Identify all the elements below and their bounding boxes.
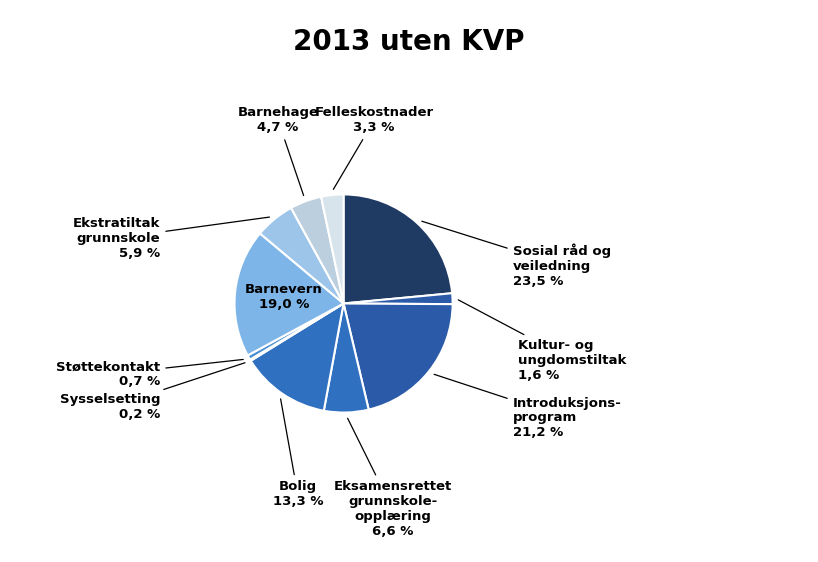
Text: Bolig
13,3 %: Bolig 13,3 % xyxy=(272,399,323,508)
Wedge shape xyxy=(344,303,452,410)
Text: Barnehage
4,7 %: Barnehage 4,7 % xyxy=(237,106,319,196)
Text: Kultur- og
ungdomstiltak
1,6 %: Kultur- og ungdomstiltak 1,6 % xyxy=(458,300,627,382)
Wedge shape xyxy=(344,194,452,303)
Text: Ekstratiltak
grunnskole
5,9 %: Ekstratiltak grunnskole 5,9 % xyxy=(73,216,269,260)
Wedge shape xyxy=(250,303,344,361)
Text: 2013 uten KVP: 2013 uten KVP xyxy=(293,28,525,56)
Wedge shape xyxy=(248,303,344,360)
Text: Eksamensrettet
grunnskole-
opplæring
6,6 %: Eksamensrettet grunnskole- opplæring 6,6… xyxy=(334,418,452,538)
Wedge shape xyxy=(235,233,344,355)
Text: Introduksjons-
program
21,2 %: Introduksjons- program 21,2 % xyxy=(434,374,622,439)
Wedge shape xyxy=(324,303,369,413)
Wedge shape xyxy=(260,208,344,303)
Text: Barnevern
19,0 %: Barnevern 19,0 % xyxy=(245,283,323,311)
Text: Sysselsetting
0,2 %: Sysselsetting 0,2 % xyxy=(60,362,245,421)
Wedge shape xyxy=(251,303,344,411)
Wedge shape xyxy=(344,293,452,304)
Text: Sosial råd og
veiledning
23,5 %: Sosial råd og veiledning 23,5 % xyxy=(422,221,611,288)
Wedge shape xyxy=(291,197,344,303)
Wedge shape xyxy=(321,194,344,303)
Text: Felleskostnader
3,3 %: Felleskostnader 3,3 % xyxy=(315,106,434,189)
Text: Støttekontakt
0,7 %: Støttekontakt 0,7 % xyxy=(56,360,243,388)
